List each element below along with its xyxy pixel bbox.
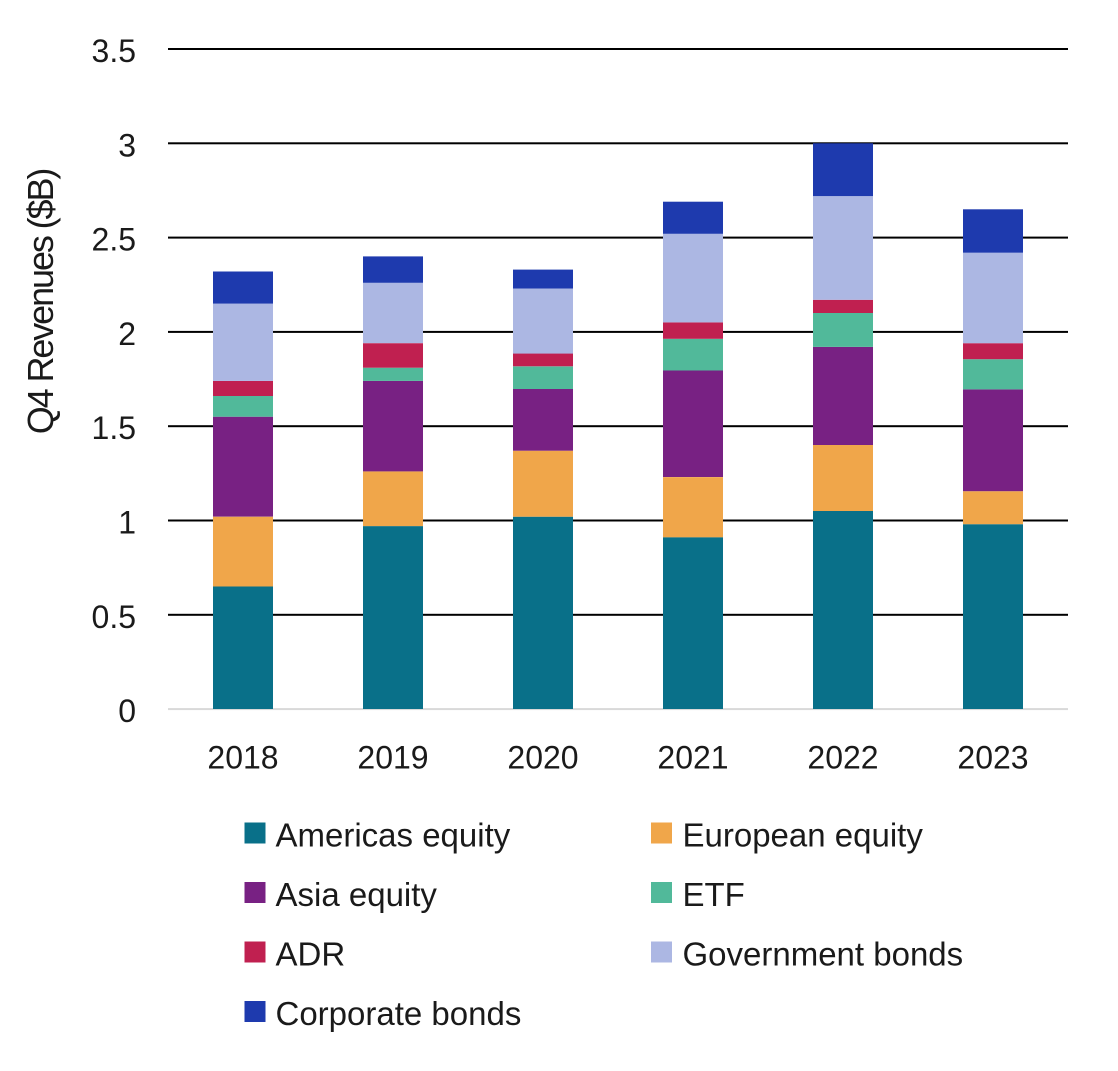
svg-text:ADR: ADR: [276, 936, 346, 973]
svg-text:2022: 2022: [807, 740, 878, 776]
svg-text:2019: 2019: [357, 740, 428, 776]
svg-text:0.5: 0.5: [92, 599, 136, 635]
svg-text:2018: 2018: [207, 740, 278, 776]
svg-text:Government bonds: Government bonds: [683, 936, 964, 973]
svg-text:Corporate bonds: Corporate bonds: [276, 995, 522, 1032]
svg-text:1: 1: [118, 505, 136, 541]
svg-text:2020: 2020: [507, 740, 578, 776]
svg-text:2.5: 2.5: [92, 222, 136, 258]
svg-text:Q4 Revenues ($B): Q4 Revenues ($B): [20, 170, 61, 435]
svg-text:3.5: 3.5: [92, 33, 136, 69]
svg-text:2: 2: [118, 316, 136, 352]
svg-text:2021: 2021: [657, 740, 728, 776]
svg-text:Asia equity: Asia equity: [276, 876, 438, 913]
svg-text:3: 3: [118, 127, 136, 163]
svg-text:0: 0: [118, 693, 136, 729]
svg-text:2023: 2023: [957, 740, 1028, 776]
svg-text:Americas equity: Americas equity: [276, 817, 511, 854]
svg-text:European equity: European equity: [683, 817, 924, 854]
svg-text:ETF: ETF: [683, 876, 745, 913]
svg-text:1.5: 1.5: [92, 410, 136, 446]
